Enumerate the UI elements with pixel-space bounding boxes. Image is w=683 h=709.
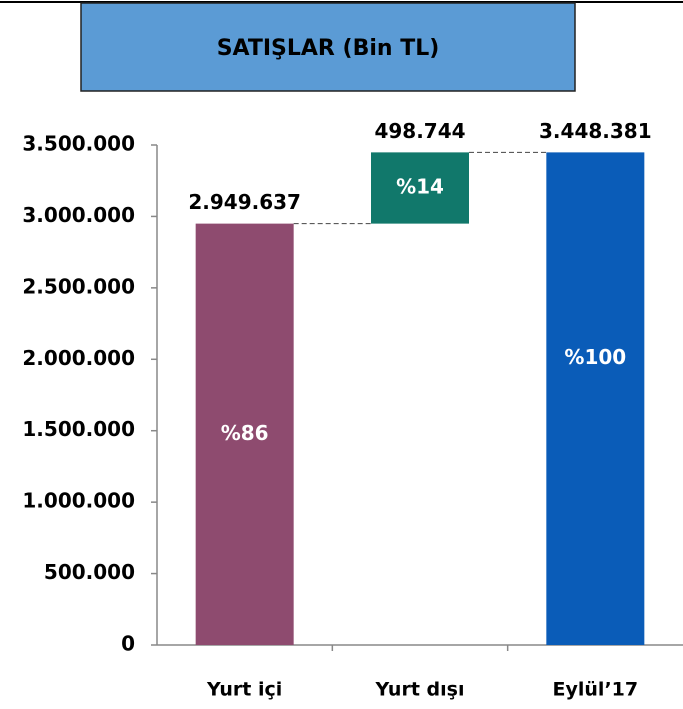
y-tick-label: 3.000.000 — [22, 203, 135, 227]
bar — [195, 223, 294, 645]
value-label: 2.949.637 — [188, 190, 301, 214]
inner-label: %14 — [396, 174, 444, 198]
y-tick-label: 1.500.000 — [22, 417, 135, 441]
x-tick-label: Eylül’17 — [553, 679, 639, 701]
x-tick-label: Yurt içi — [206, 679, 282, 701]
y-tick-label: 3.500.000 — [22, 132, 135, 156]
value-label: 3.448.381 — [539, 119, 652, 143]
y-tick-label: 2.500.000 — [22, 274, 135, 298]
y-tick-label: 2.000.000 — [22, 346, 135, 370]
inner-label: %100 — [564, 345, 626, 369]
bar — [371, 152, 469, 224]
bar — [546, 152, 645, 645]
value-label: 498.744 — [374, 119, 465, 143]
y-tick-label: 1.000.000 — [22, 489, 135, 513]
y-tick-label: 500.000 — [44, 560, 135, 584]
inner-label: %86 — [221, 421, 269, 445]
y-tick-label: 0 — [121, 632, 135, 656]
x-tick-label: Yurt dışı — [375, 679, 465, 701]
title-box — [80, 2, 576, 92]
chart-title: SATIŞLAR (Bin TL) — [217, 36, 440, 61]
